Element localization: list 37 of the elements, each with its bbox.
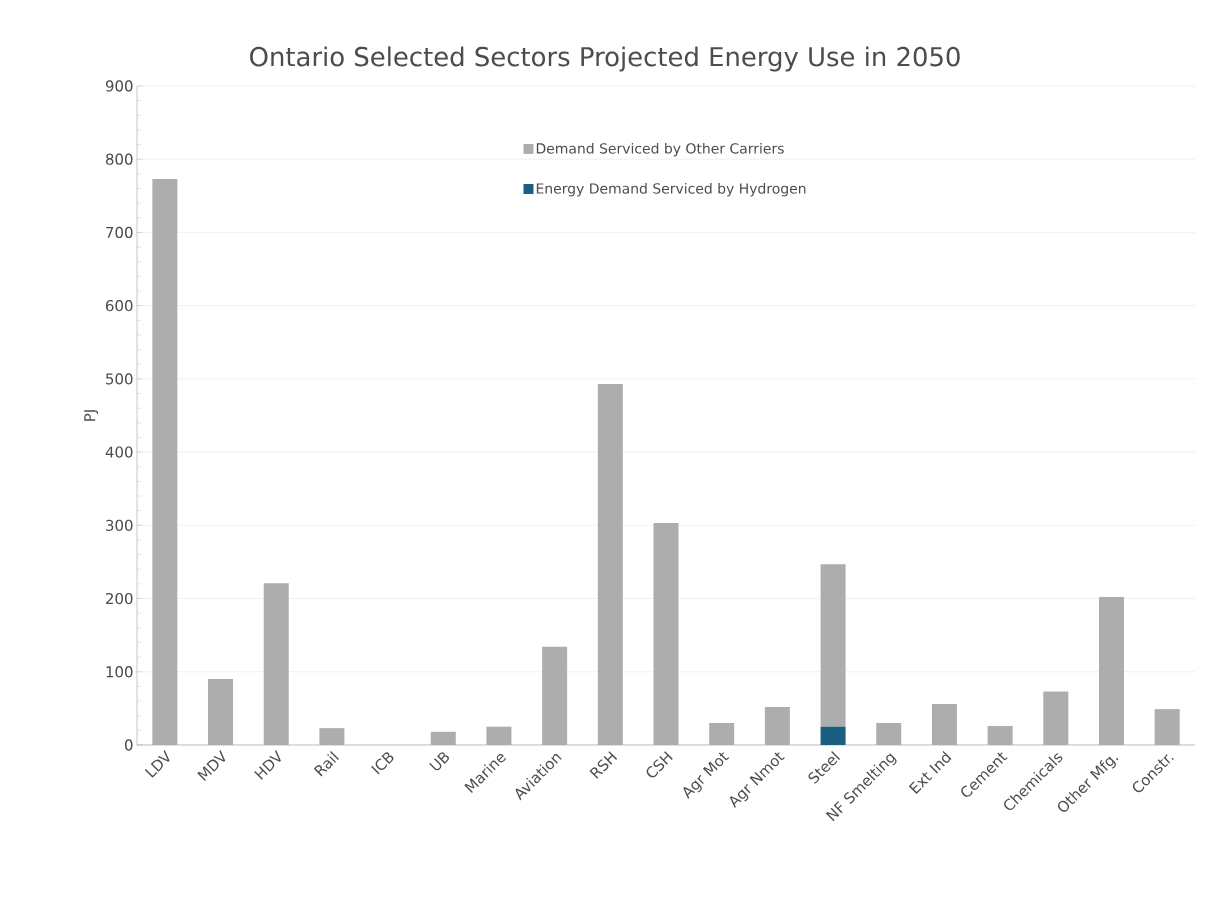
y-tick-label: 200 — [106, 592, 133, 605]
chart-title: Ontario Selected Sectors Projected Energy Use in 2050 — [250, 46, 960, 72]
y-tick-label: 700 — [106, 226, 133, 239]
x-tick-label: Ext Ind — [908, 750, 952, 794]
bar — [1154, 709, 1180, 745]
bar — [1098, 597, 1124, 745]
bar — [152, 178, 178, 745]
bar — [542, 646, 568, 745]
bar — [319, 728, 345, 745]
y-tick-label: 900 — [105, 80, 133, 92]
bar — [597, 384, 623, 745]
bar — [931, 703, 957, 745]
legend-label: Demand Serviced by Other Carriers — [536, 142, 784, 157]
bar — [653, 523, 679, 745]
bar — [820, 726, 846, 745]
bar — [486, 726, 512, 745]
bar — [876, 723, 902, 745]
x-tick-label: UB — [429, 752, 449, 771]
y-tick-label: 600 — [106, 300, 133, 312]
y-tick-label: 300 — [106, 519, 133, 531]
y-tick-label: 500 — [106, 373, 133, 385]
bar — [709, 723, 735, 745]
y-tick-label: 100 — [106, 666, 133, 678]
bar — [820, 564, 846, 727]
y-tick-label: 0 — [124, 739, 133, 751]
y-tick-label: 400 — [105, 446, 133, 458]
y-tick-label: 800 — [105, 153, 133, 165]
bar — [263, 583, 289, 745]
bar — [1043, 691, 1069, 745]
legend-label: Energy Demand Serviced by Hydrogen — [536, 182, 806, 197]
x-tick-label: ICB — [371, 752, 394, 775]
bar — [764, 706, 790, 745]
bar — [208, 679, 234, 745]
y-axis-title: PJ — [84, 410, 99, 421]
bar — [430, 731, 456, 745]
bar — [987, 725, 1013, 745]
x-tick-label: Agr Mot — [683, 752, 730, 799]
